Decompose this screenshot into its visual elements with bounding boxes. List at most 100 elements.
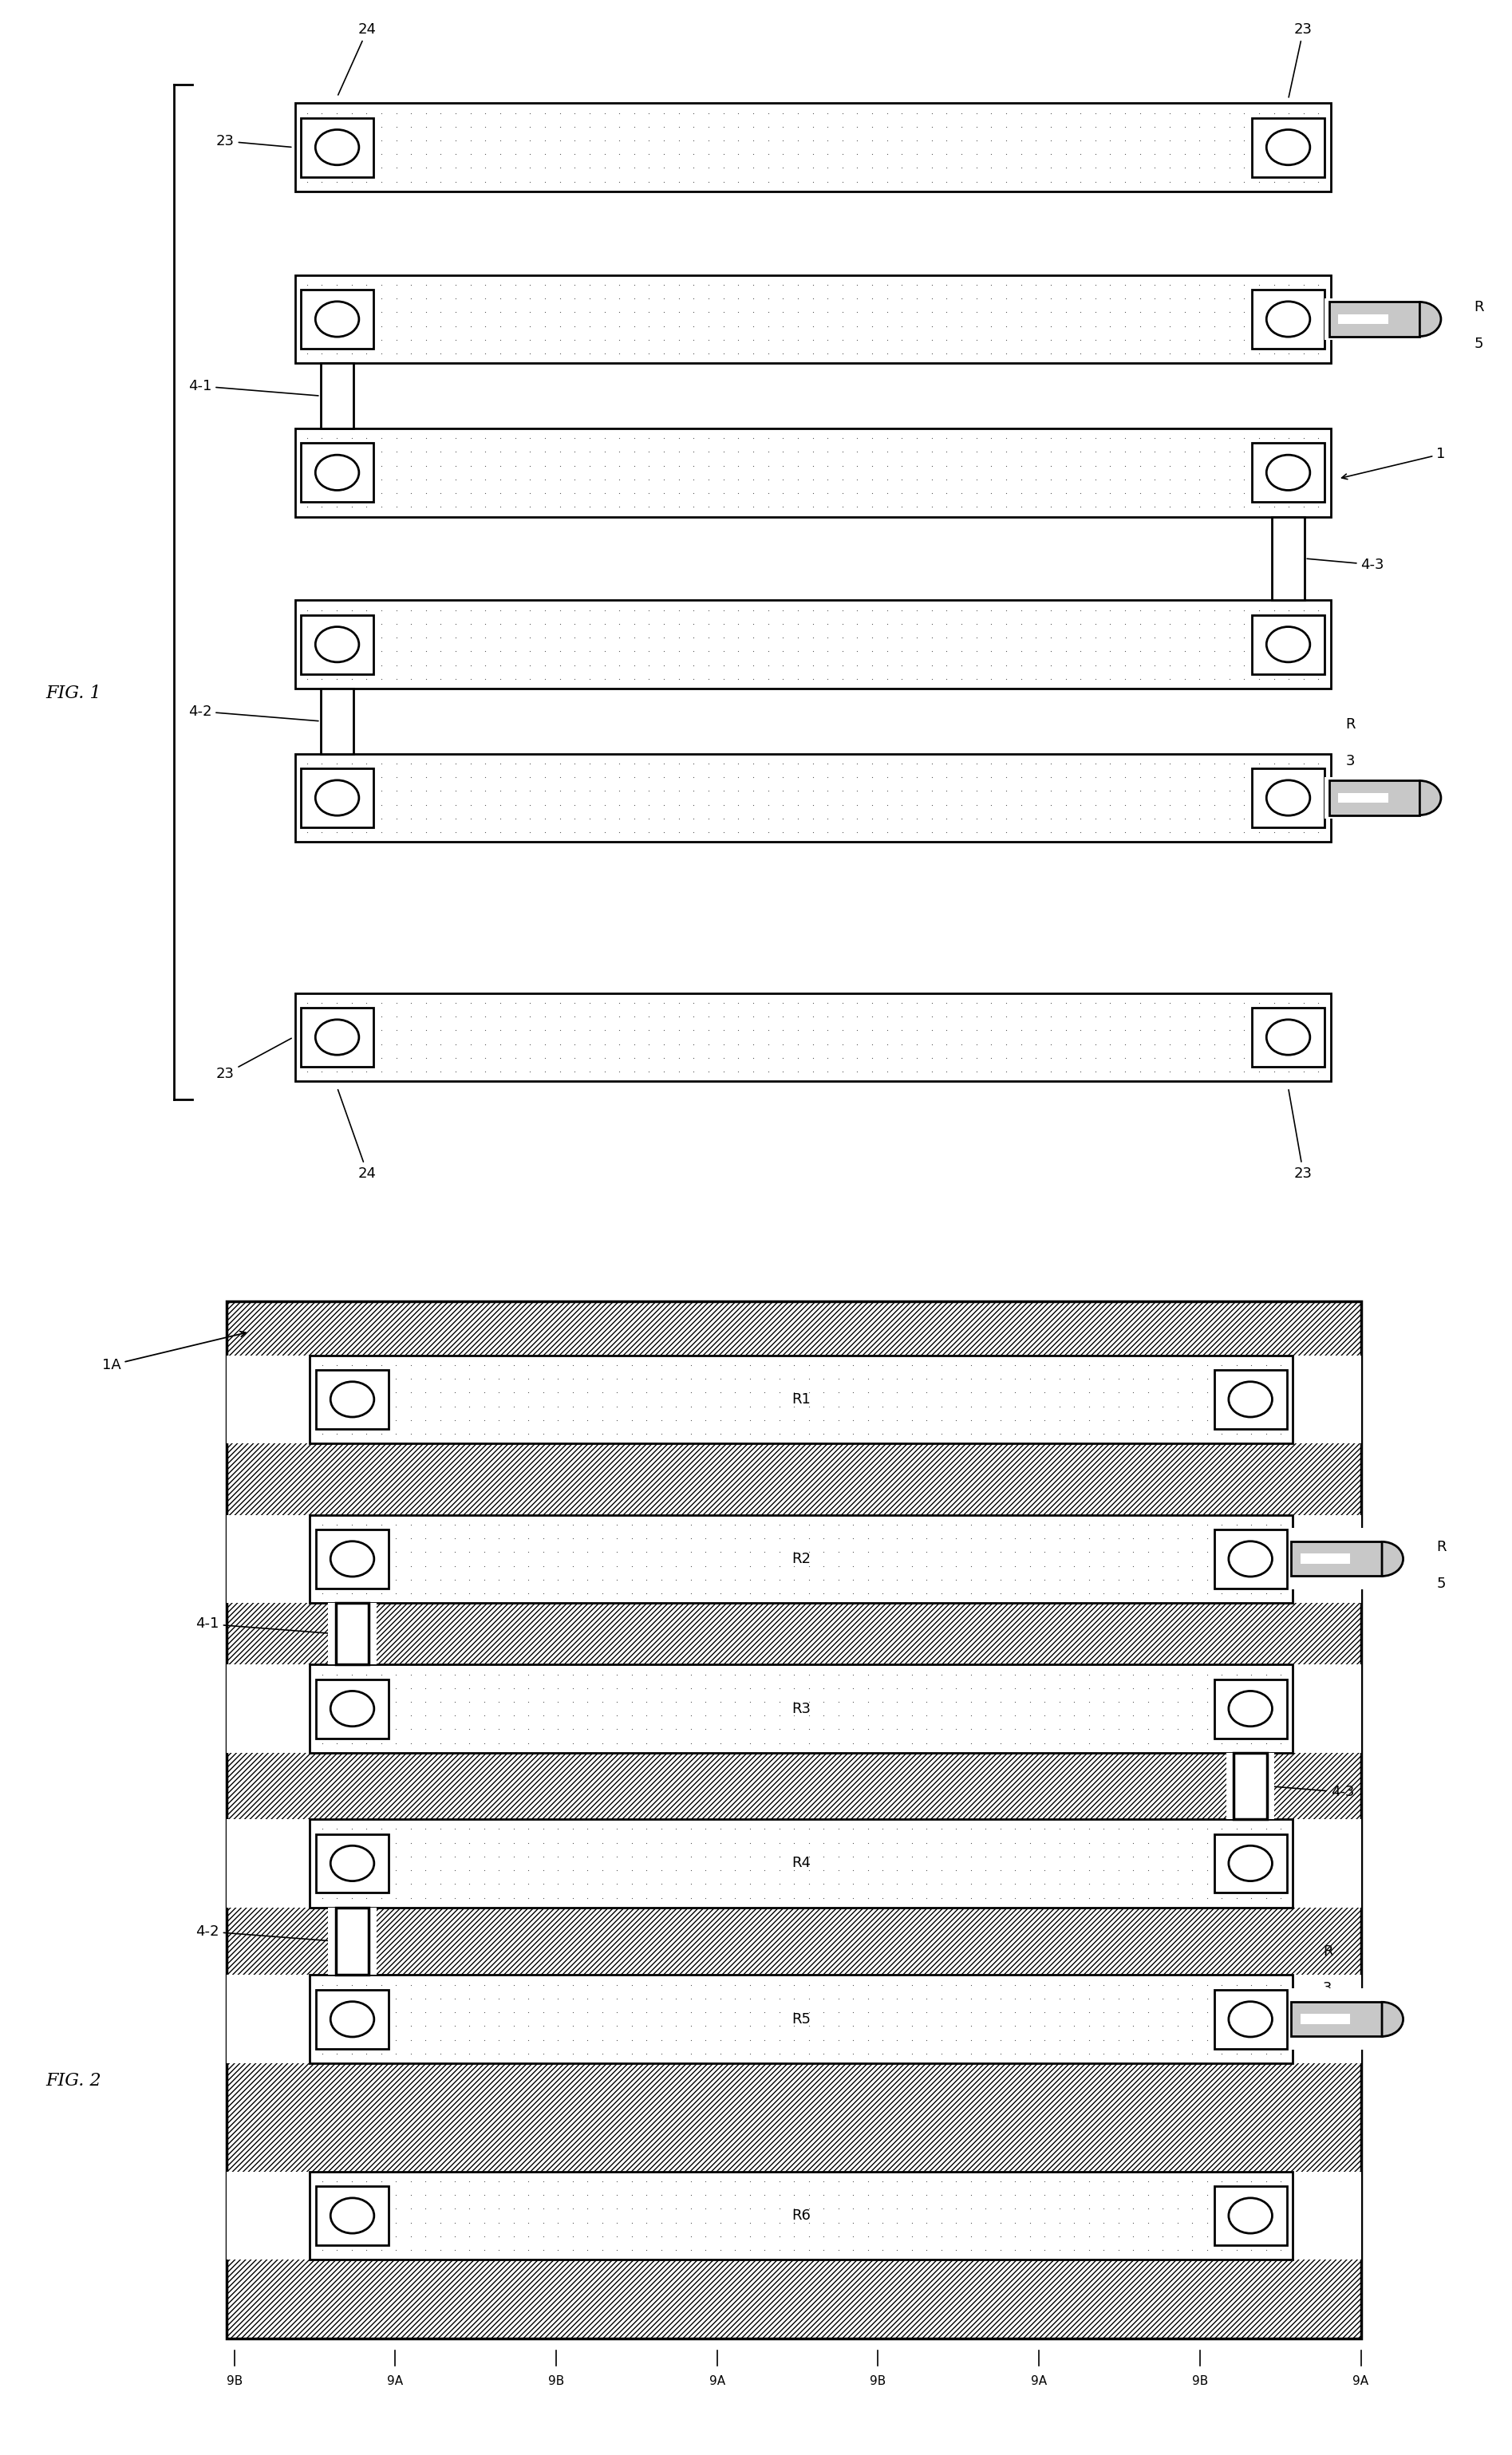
Point [741, 280, 765, 319]
Point [354, 1414, 378, 1453]
Point [1194, 1709, 1219, 1748]
Point [637, 604, 661, 643]
Point [1194, 2163, 1219, 2200]
Point [930, 1878, 954, 1917]
Point [1098, 798, 1122, 837]
Point [502, 1387, 526, 1426]
Point [472, 1682, 496, 1721]
Point [1048, 1809, 1072, 1849]
Point [1210, 1372, 1234, 1412]
Point [664, 2175, 688, 2214]
Point [517, 1669, 541, 1709]
Point [340, 280, 364, 319]
Point [458, 2217, 482, 2256]
Point [325, 798, 349, 837]
Point [826, 1964, 850, 2003]
Point [1269, 2190, 1293, 2229]
Point [1002, 1836, 1027, 1876]
Point [502, 2006, 526, 2045]
Point [667, 432, 691, 471]
Point [1210, 1809, 1234, 1849]
Point [1024, 334, 1048, 373]
Bar [316, 1529, 389, 1588]
Point [1069, 759, 1093, 798]
Point [756, 265, 780, 304]
Point [815, 280, 839, 319]
Point [826, 2006, 850, 2045]
Point [487, 1547, 511, 1586]
Point [950, 619, 974, 658]
Point [652, 93, 676, 133]
Point [443, 1682, 467, 1721]
Point [989, 1372, 1013, 1412]
Point [310, 997, 334, 1036]
Point [621, 486, 646, 528]
Bar [1291, 1542, 1382, 1576]
Point [694, 1863, 718, 1903]
Point [472, 1863, 496, 1903]
Bar [301, 1007, 373, 1065]
Point [980, 147, 1004, 187]
Point [384, 619, 408, 658]
Point [815, 744, 839, 783]
Bar [316, 1679, 389, 1738]
Point [593, 447, 617, 486]
Bar [1252, 118, 1325, 177]
Point [414, 147, 438, 187]
Point [561, 1824, 585, 1863]
Point [503, 798, 528, 837]
Point [546, 2229, 570, 2268]
Point [310, 1559, 334, 1598]
Point [562, 1051, 587, 1090]
Point [488, 589, 513, 628]
Point [741, 646, 765, 685]
Point [649, 1655, 673, 1694]
Bar [316, 1529, 389, 1588]
Point [429, 631, 454, 670]
Point [593, 319, 617, 358]
Point [860, 744, 885, 783]
Point [786, 459, 810, 498]
Point [414, 459, 438, 498]
Point [919, 459, 943, 498]
Point [458, 1809, 482, 1849]
Point [340, 2033, 364, 2072]
Point [414, 447, 438, 486]
Text: 23: 23 [216, 135, 292, 147]
Point [980, 771, 1004, 810]
Point [1048, 2190, 1072, 2229]
Point [503, 486, 528, 528]
Point [1261, 744, 1285, 783]
Point [974, 2202, 998, 2241]
Point [1033, 2229, 1057, 2268]
Point [1048, 1878, 1072, 1917]
Point [1225, 2229, 1249, 2268]
Point [679, 1574, 703, 1613]
Point [891, 759, 915, 798]
Point [797, 1809, 821, 1849]
Point [1247, 120, 1272, 160]
Point [340, 1696, 364, 1736]
Point [473, 265, 497, 304]
Point [487, 1964, 511, 2003]
Point [801, 589, 826, 628]
Point [841, 2020, 865, 2060]
Point [1054, 631, 1078, 670]
Point [502, 2229, 526, 2268]
Point [532, 307, 556, 346]
Point [993, 619, 1018, 658]
Point [682, 265, 706, 304]
Point [384, 319, 408, 358]
Point [473, 619, 497, 658]
Point [1061, 1836, 1086, 1876]
Point [965, 265, 989, 304]
Point [1210, 1824, 1234, 1863]
Point [1069, 307, 1093, 346]
Point [1018, 1372, 1042, 1412]
Point [1247, 771, 1272, 810]
Point [458, 292, 482, 331]
Point [472, 1878, 496, 1917]
Point [1217, 432, 1241, 471]
Point [295, 334, 319, 373]
Point [1048, 1399, 1072, 1439]
